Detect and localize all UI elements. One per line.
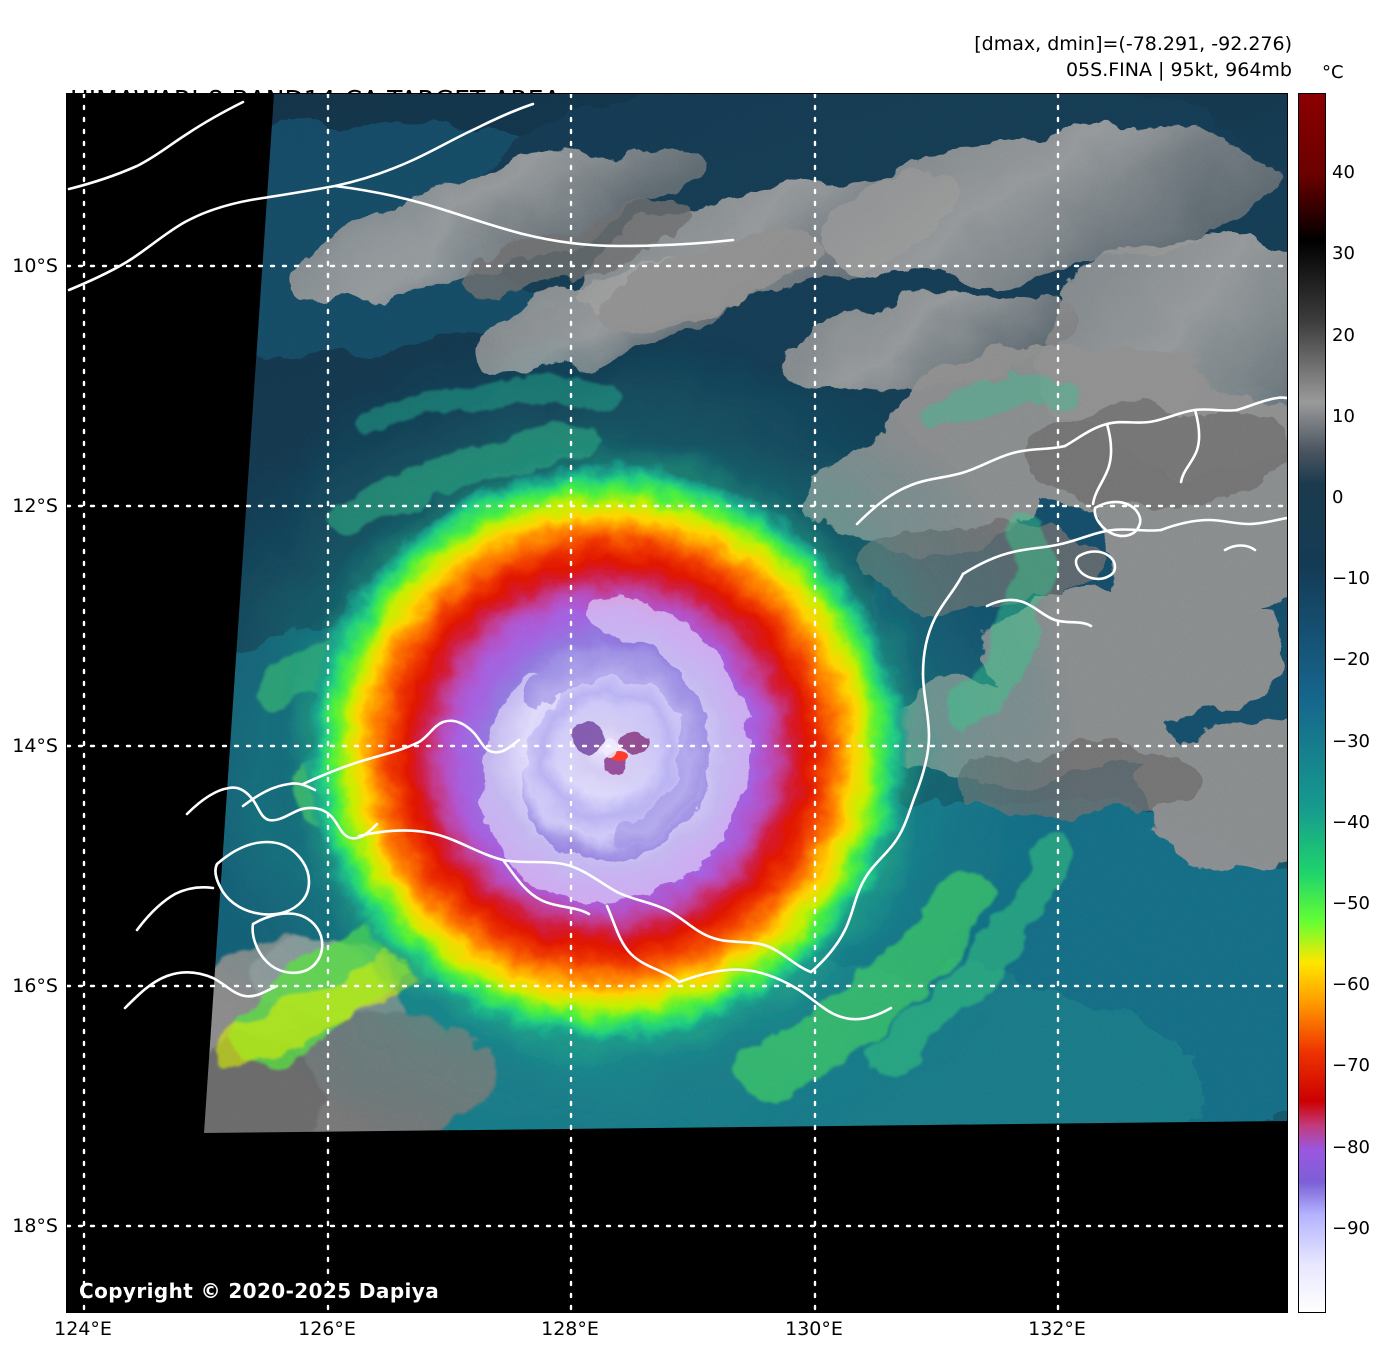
coastlines — [67, 100, 1287, 1021]
colorbar-tick-30: 30 — [1332, 243, 1355, 265]
colorbar-gradient — [1299, 94, 1325, 1312]
y-tick-12S: 12°S — [12, 495, 58, 517]
y-tick-14S: 14°S — [12, 735, 58, 757]
y-tick-18S: 18°S — [12, 1215, 58, 1237]
swath-data — [204, 94, 1287, 1133]
colorbar-tick-10: 10 — [1332, 405, 1355, 427]
colorbar-tick-20: 20 — [1332, 324, 1355, 346]
graticule — [67, 94, 1287, 1312]
colorbar-tick-minus20: −20 — [1332, 649, 1370, 671]
colorbar-tick-minus30: −30 — [1332, 730, 1370, 752]
colorbar-tick-minus60: −60 — [1332, 974, 1370, 996]
satellite-image-plot: Copyright © 2020-2025 Dapiya — [66, 93, 1288, 1313]
satellite-imagery — [67, 94, 1287, 1312]
x-tick-132E: 132°E — [1028, 1318, 1086, 1340]
colorbar-tick-minus50: −50 — [1332, 893, 1370, 914]
y-tick-16S: 16°S — [12, 975, 58, 997]
y-tick-10S: 10°S — [12, 255, 58, 277]
colorbar-tick-minus90: −90 — [1332, 1217, 1370, 1239]
colorbar-unit-label: °C — [1322, 62, 1344, 83]
copyright-notice: Copyright © 2020-2025 Dapiya — [79, 1279, 440, 1303]
colorbar-tick-minus40: −40 — [1332, 811, 1370, 833]
colorbar-tick-0: 0 — [1332, 487, 1344, 508]
dmax-dmin-readout: [dmax, dmin]=(-78.291, -92.276) — [974, 33, 1292, 55]
storm-intensity-readout: 05S.FINA | 95kt, 964mb — [1065, 59, 1292, 81]
colorbar-tick-40: 40 — [1332, 162, 1355, 184]
x-tick-128E: 128°E — [541, 1318, 599, 1340]
x-tick-126E: 126°E — [298, 1318, 356, 1340]
colorbar-tick-minus10: −10 — [1332, 568, 1370, 590]
colorbar-tick-minus70: −70 — [1332, 1055, 1370, 1077]
x-tick-130E: 130°E — [785, 1318, 843, 1340]
colorbar-tick-minus80: −80 — [1332, 1136, 1370, 1158]
x-tick-124E: 124°E — [54, 1318, 112, 1340]
metadata-block: [dmax, dmin]=(-78.291, -92.276) 05S.FINA… — [974, 31, 1292, 83]
colorbar — [1298, 93, 1326, 1313]
